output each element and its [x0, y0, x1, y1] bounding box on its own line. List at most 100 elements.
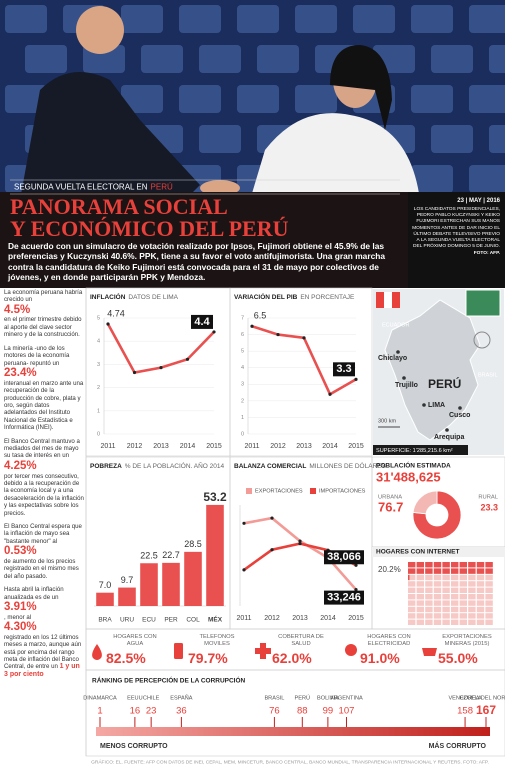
map-land [384, 299, 481, 441]
sidebar-paragraph: El Banco Central espera que la inflación… [4, 523, 84, 580]
waffle-fill [476, 568, 485, 574]
panel-border [229, 287, 373, 457]
waffle-cell [433, 600, 442, 606]
legend-swatch [310, 488, 316, 494]
waffle-cell [408, 600, 416, 606]
waffle-cell [425, 594, 433, 600]
country-label: VENEZUELA [448, 695, 482, 701]
waffle-cell [459, 600, 467, 606]
backdrop-tile [141, 45, 183, 73]
value-label: 38,066 [327, 551, 361, 563]
waffle-cell [451, 587, 459, 593]
data-point [298, 542, 302, 546]
backdrop-tile [431, 45, 473, 73]
rank-value: 88 [297, 706, 308, 717]
waffle-cell [468, 600, 476, 606]
map-area: SUPERFICIE: 1'285,215.6 km² [376, 448, 453, 454]
footer: GRÁFICO: EL. FUENTE: AFP CON DATOS DE IN… [91, 758, 489, 765]
data-point [212, 330, 216, 334]
neighbor-label: ECUADOR [382, 322, 410, 328]
country-label: ESPAÑA [170, 694, 193, 701]
indicator-label: HOGARES CON AGUA [113, 634, 157, 647]
data-point [354, 377, 358, 381]
waffle-cell [476, 619, 485, 625]
icon-bulb [345, 644, 357, 656]
waffle-cell [433, 606, 442, 613]
waffle-cell [416, 606, 424, 613]
waffle-fill [425, 562, 433, 568]
waffle-cell [408, 587, 416, 593]
slice-value: 23.3 [480, 502, 498, 512]
value-label: 4.4 [194, 316, 210, 328]
city-label: Arequipa [434, 434, 464, 441]
data-point [328, 392, 332, 396]
value-label: 53.2 [203, 490, 227, 504]
sidebar-text: La economía peruana habría crecido un [4, 289, 83, 304]
value-label: 20.2% [378, 565, 401, 574]
waffle-cell [476, 574, 485, 581]
waffle-fill [459, 568, 467, 574]
waffle-cell [416, 613, 424, 619]
title: Y ECONÓMICO DEL PERÚ [10, 216, 289, 241]
waffle-cell [485, 581, 493, 587]
neighbor-label: BRASIL [478, 372, 498, 378]
backdrop-tile [121, 85, 163, 113]
waffle-cell [408, 613, 416, 619]
waffle-cell [459, 587, 467, 593]
sidebar-text: El Banco Central espera que la inflación… [4, 523, 82, 545]
rank-value: 1 [97, 706, 102, 717]
value-label-box [324, 590, 364, 605]
waffle-cell [442, 606, 450, 613]
city-label: Trujillo [395, 382, 418, 389]
waffle-cell [459, 619, 467, 625]
x-tick-label: 2014 [320, 615, 336, 622]
backdrop-tile [179, 5, 221, 33]
waffle-cell [459, 574, 467, 581]
panel-title-bg [372, 547, 505, 557]
highlight-value: 0.53% [4, 545, 37, 558]
woman [250, 113, 420, 200]
waffle-cell [425, 619, 433, 625]
value-label: 22.5 [140, 551, 158, 561]
sidebar-text: , menor al [4, 613, 32, 621]
locator [465, 289, 501, 317]
panel-title: POBLACIÓN ESTIMADA [376, 461, 451, 470]
backdrop-tile [179, 85, 221, 113]
panel-subtitle: MILLONES DE DÓLARES [309, 461, 386, 470]
sidebar-text: por tercer mes consecutivo, debido a la … [4, 472, 84, 517]
data-point [159, 366, 163, 370]
waffle-fill [485, 562, 493, 568]
waffle-fill [451, 568, 459, 574]
data-point [242, 568, 246, 572]
waffle-cell [468, 587, 476, 593]
country-label: ARGENTINA [330, 695, 363, 701]
x-tick-label: 2012 [127, 443, 143, 450]
indicator: HOGARES CON AGUA 82.5% [88, 634, 166, 666]
y-tick-label: 0 [97, 431, 100, 437]
waffle-cell [442, 594, 450, 600]
backdrop-tile [121, 5, 163, 33]
panel-subtitle: % DE LA POBLACIÓN. AÑO 2014 [125, 461, 225, 470]
data-point [354, 563, 358, 567]
x-tick-label: PER [164, 617, 178, 624]
slice-value: 76.7 [378, 499, 403, 514]
value-label: 6.5 [254, 311, 267, 321]
waffle-cell [416, 587, 424, 593]
x-tick-label: ECU [142, 617, 156, 624]
icon-cross [255, 643, 271, 659]
waffle-fill [425, 568, 433, 574]
waffle-cell [476, 606, 485, 613]
waffle-cell [433, 581, 442, 587]
x-tick-label: 2012 [270, 443, 286, 450]
caption-text: LOS CANDIDATOS PRESIDENCIALES, PEDRO PAB… [410, 207, 500, 257]
rank-value: 99 [323, 706, 334, 717]
backdrop-tile [5, 85, 47, 113]
backdrop-tile [237, 5, 279, 33]
legend-swatch [246, 488, 252, 494]
sidebar-paragraph: Hasta abril la inflación anualizada es d… [4, 586, 84, 679]
title: PANORAMA SOCIAL [10, 194, 228, 219]
backdrop-tile [411, 165, 453, 193]
country-label: CHILE [143, 695, 160, 701]
flag-left [376, 292, 384, 308]
